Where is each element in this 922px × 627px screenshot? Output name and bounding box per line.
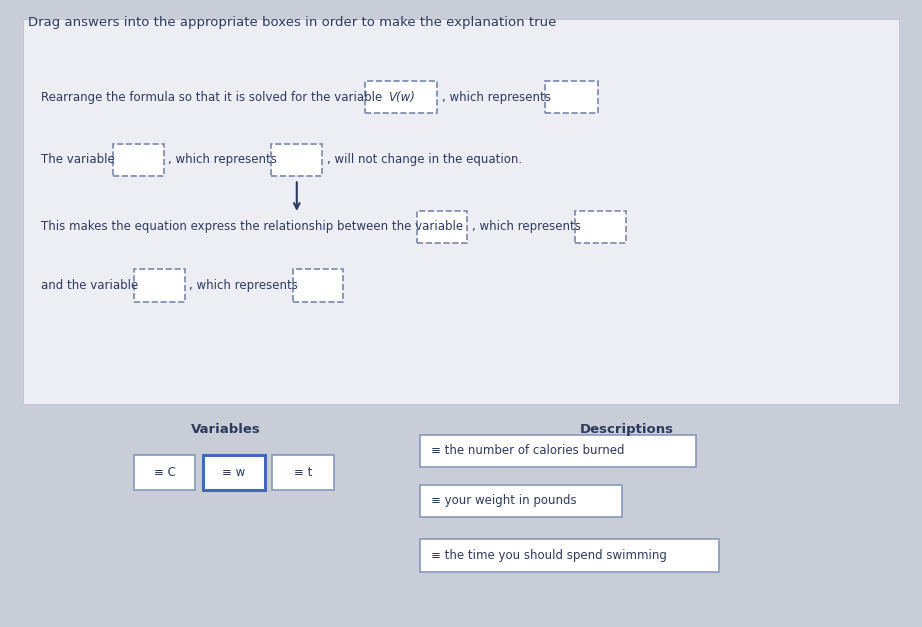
Text: ≡ t: ≡ t (294, 466, 312, 479)
Text: The variable: The variable (41, 154, 115, 166)
Text: , which represents: , which represents (189, 279, 299, 292)
Text: and the variable: and the variable (41, 279, 138, 292)
Text: ≡ the time you should spend swimming: ≡ the time you should spend swimming (431, 549, 667, 562)
Text: ≡ your weight in pounds: ≡ your weight in pounds (431, 495, 576, 507)
Text: , will not change in the equation.: , will not change in the equation. (326, 154, 522, 166)
Text: Descriptions: Descriptions (580, 423, 674, 436)
Text: This makes the equation express the relationship between the variable: This makes the equation express the rela… (41, 221, 464, 233)
Text: Rearrange the formula so that it is solved for the variable: Rearrange the formula so that it is solv… (41, 91, 383, 103)
Text: , which represents: , which represents (472, 221, 581, 233)
Text: Variables: Variables (191, 423, 261, 436)
Text: , which represents: , which represents (168, 154, 277, 166)
Text: , which represents: , which represents (442, 91, 550, 103)
Text: ≡ C: ≡ C (154, 466, 175, 479)
Text: V(w): V(w) (387, 91, 415, 103)
Text: ≡ w: ≡ w (222, 466, 245, 479)
Text: Drag answers into the appropriate boxes in order to make the explanation true: Drag answers into the appropriate boxes … (28, 16, 556, 29)
Text: ≡ the number of calories burned: ≡ the number of calories burned (431, 445, 624, 457)
